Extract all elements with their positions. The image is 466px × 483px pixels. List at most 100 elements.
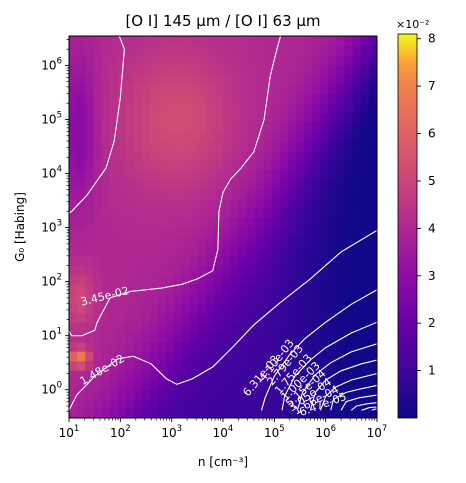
heatmap-cell (344, 265, 354, 276)
heatmap-cell (109, 398, 119, 410)
heatmap-cell (125, 227, 135, 238)
heatmap-cell (368, 255, 377, 266)
heatmap-cell (239, 188, 248, 199)
heatmap-cell (320, 55, 329, 66)
heatmap-cell (117, 121, 127, 133)
heatmap-cell (263, 169, 273, 180)
heatmap-cell (206, 408, 216, 418)
heatmap-cell (255, 227, 265, 238)
colorbar-multiplier: ×10⁻² (396, 18, 429, 31)
heatmap-cell (295, 102, 305, 113)
heatmap-cell (125, 322, 135, 333)
heatmap-cell (150, 227, 159, 238)
heatmap-cell (328, 265, 338, 276)
heatmap-cell (166, 322, 175, 333)
heatmap-cell (304, 265, 313, 276)
heatmap-cell (271, 141, 281, 152)
heatmap-cell (223, 188, 232, 199)
heatmap-cell (231, 45, 240, 56)
heatmap-cell (247, 64, 257, 75)
heatmap-cell (214, 36, 224, 47)
heatmap-cell (150, 255, 159, 266)
heatmap-cell (109, 246, 119, 257)
heatmap-cell (239, 255, 248, 266)
heatmap-cell (133, 389, 143, 400)
heatmap-cell (133, 74, 143, 85)
heatmap-cell (271, 303, 281, 314)
heatmap-cell (231, 74, 240, 85)
heatmap-cell (93, 64, 103, 75)
heatmap-cell (141, 351, 151, 362)
contour-5.15e-04 (330, 384, 377, 411)
heatmap-cell (223, 332, 232, 343)
heatmap-cell (320, 332, 329, 343)
heatmap-cell (328, 55, 338, 66)
heatmap-cell (239, 74, 248, 85)
heatmap-cell (295, 179, 305, 190)
heatmap-cell (223, 131, 232, 142)
heatmap-cell (69, 303, 78, 314)
heatmap-cell (352, 274, 362, 285)
heatmap-cell (109, 169, 119, 180)
heatmap-cell (320, 408, 329, 418)
heatmap-cell (263, 64, 273, 75)
heatmap-cell (150, 360, 159, 371)
heatmap-cell (190, 303, 200, 314)
heatmap-cell (352, 45, 362, 56)
heatmap-cell (206, 322, 216, 333)
heatmap-cell (77, 179, 86, 190)
heatmap-cell (328, 236, 338, 247)
heatmap-cell (150, 265, 159, 276)
heatmap-cell (328, 83, 338, 94)
heatmap-cell (133, 332, 143, 343)
heatmap-cell (304, 36, 313, 47)
heatmap-cell (141, 332, 151, 343)
heatmap-cell (150, 112, 159, 123)
heatmap-cell (101, 255, 111, 266)
heatmap-cell (117, 36, 127, 47)
heatmap-cell (77, 207, 86, 219)
heatmap-cell (174, 246, 184, 257)
heatmap-cell (223, 274, 232, 285)
heatmap-cell (239, 36, 248, 47)
heatmap-cell (263, 188, 273, 199)
heatmap-cell (174, 274, 184, 285)
contour-1.00e-03 (319, 372, 377, 411)
heatmap-cell (190, 36, 200, 47)
heatmap-cell (344, 341, 354, 352)
heatmap-cell (247, 332, 257, 343)
heatmap-cell (279, 236, 289, 247)
heatmap-cell (182, 370, 192, 381)
heatmap-cell (85, 379, 94, 390)
heatmap-cell (150, 274, 159, 285)
heatmap-cell (344, 64, 354, 75)
heatmap-cell (182, 55, 192, 66)
heatmap-cell (312, 102, 321, 113)
heatmap-cell (117, 265, 127, 276)
heatmap-cell (360, 131, 370, 142)
heatmap-cell (247, 284, 257, 295)
heatmap-cell (85, 217, 94, 228)
heatmap-cell (279, 141, 289, 152)
heatmap-cell (344, 131, 354, 142)
heatmap-cell (287, 83, 297, 94)
heatmap-cell (328, 45, 338, 56)
heatmap-cell (198, 274, 208, 285)
heatmap-cell (352, 55, 362, 66)
heatmap-cell (255, 379, 265, 390)
heatmap-cell (85, 351, 94, 362)
heatmap-cell (271, 284, 281, 295)
heatmap-cell (320, 198, 329, 209)
heatmap-cell (69, 141, 78, 152)
heatmap-cell (239, 198, 248, 209)
heatmap-cell (336, 169, 346, 180)
heatmap-cell (295, 236, 305, 247)
heatmap-cell (368, 160, 377, 171)
y-axis-label: G₀ [Habing] (13, 192, 27, 262)
heatmap-cell (166, 74, 175, 85)
heatmap-cell (352, 207, 362, 219)
heatmap-cell (125, 360, 135, 371)
heatmap-cell (312, 284, 321, 295)
heatmap-cell (287, 160, 297, 171)
heatmap-cell (368, 150, 377, 161)
